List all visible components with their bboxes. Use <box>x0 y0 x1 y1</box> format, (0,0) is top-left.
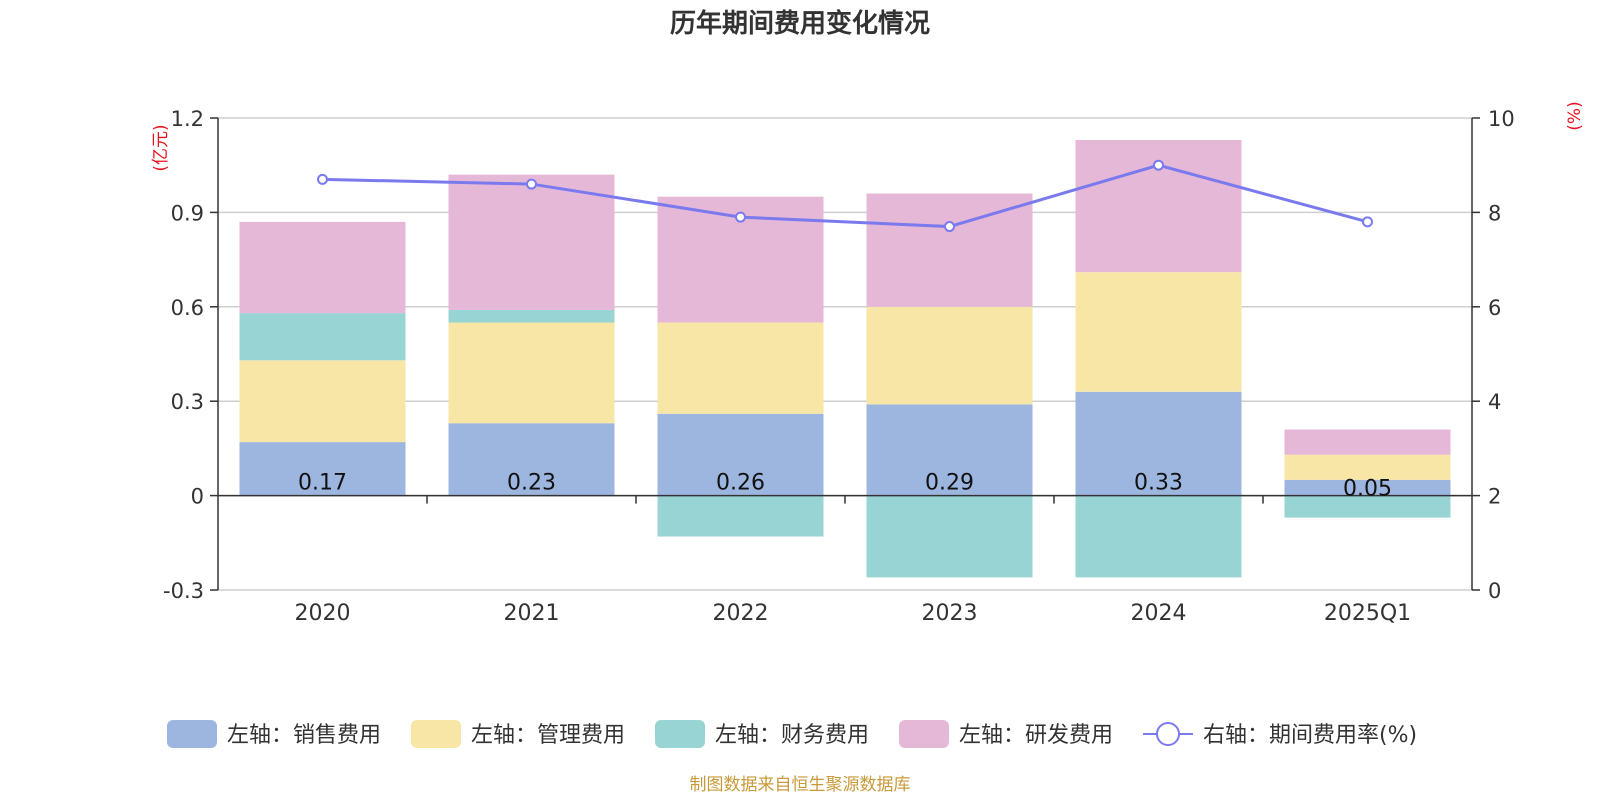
labels-layer: 0.17 0.23 0.26 0.29 0.33 0.05 <box>298 471 1392 502</box>
legend-marker-swatch <box>1156 722 1180 746</box>
legend-label: 右轴：期间费用率(%) <box>1203 723 1417 748</box>
left-tick-label: 0.3 <box>171 390 204 414</box>
category-label: 2021 <box>504 601 560 626</box>
rate-point <box>944 221 955 233</box>
data-label-sales: 0.05 <box>1343 477 1392 502</box>
legend-swatch-rd <box>899 720 949 748</box>
legend-swatch-sales <box>167 720 217 748</box>
category-label: 2022 <box>713 601 769 626</box>
rate-point <box>1153 159 1164 171</box>
bar-sales <box>657 413 824 496</box>
bar-sales <box>1284 479 1451 496</box>
bar-sales <box>448 423 615 496</box>
rate-point <box>735 211 746 223</box>
bar-admin <box>1075 272 1242 392</box>
data-label-sales: 0.23 <box>507 471 556 496</box>
right-tick-label: 10 <box>1488 107 1515 131</box>
right-tick-label: 8 <box>1488 201 1501 225</box>
grid-layer <box>218 117 1472 591</box>
chart-title: 历年期间费用变化情况 <box>670 8 930 39</box>
bar-rd <box>1284 429 1451 455</box>
left-axis-unit: (亿元) <box>151 124 171 171</box>
bar-admin <box>866 306 1033 405</box>
bar-admin <box>448 322 615 424</box>
bar-rd <box>448 174 615 310</box>
bar-finance <box>657 495 824 537</box>
left-tick-label: 0.9 <box>171 201 204 225</box>
right-tick-label: 4 <box>1488 390 1501 414</box>
bar-finance <box>448 309 615 323</box>
right-tick-label: 2 <box>1488 485 1501 509</box>
bar-finance <box>239 313 406 361</box>
bar-sales <box>866 404 1033 496</box>
bars-layer <box>239 140 1451 578</box>
rate-point <box>526 178 537 190</box>
left-tick-label: 0 <box>191 485 204 509</box>
category-label: 2023 <box>922 601 978 626</box>
bar-finance <box>1075 495 1242 578</box>
legend-label: 左轴：管理费用 <box>471 723 625 748</box>
category-label: 2024 <box>1131 601 1187 626</box>
bar-rd <box>239 221 406 314</box>
legend-label: 左轴：销售费用 <box>227 723 381 748</box>
bar-admin <box>657 322 824 414</box>
bar-admin <box>239 360 406 443</box>
category-label: 2020 <box>295 601 351 626</box>
data-label-sales: 0.33 <box>1134 471 1183 496</box>
left-tick-label: -0.3 <box>163 579 204 603</box>
legend-swatch-admin <box>411 720 461 748</box>
left-tick-label: 0.6 <box>171 296 204 320</box>
bar-rd <box>866 193 1033 307</box>
bar-admin <box>1284 454 1451 480</box>
bar-finance <box>866 495 1033 578</box>
rate-line-layer <box>317 159 1373 233</box>
right-tick-label: 6 <box>1488 296 1501 320</box>
data-label-sales: 0.29 <box>925 471 974 496</box>
right-tick-label: 0 <box>1488 579 1501 603</box>
category-label: 2025Q1 <box>1324 601 1411 626</box>
bar-finance <box>1284 495 1451 518</box>
data-source-note: 制图数据来自恒生聚源数据库 <box>690 775 911 795</box>
data-label-sales: 0.17 <box>298 471 347 496</box>
legend-label: 左轴：研发费用 <box>959 723 1113 748</box>
legend-swatch-finance <box>655 720 705 748</box>
rate-point <box>1362 216 1373 228</box>
bar-sales <box>239 442 406 496</box>
bar-sales <box>1075 391 1242 496</box>
legend-label: 左轴：财务费用 <box>715 723 869 748</box>
legend: 左轴：销售费用 左轴：管理费用 左轴：财务费用 左轴：研发费用 右轴：期间费用率(%) <box>167 720 1417 748</box>
rate-line <box>322 163 1368 229</box>
rate-point <box>317 173 328 185</box>
data-label-sales: 0.26 <box>716 471 765 496</box>
right-axis-unit: (%) <box>1565 101 1585 130</box>
left-tick-label: 1.2 <box>171 107 204 131</box>
